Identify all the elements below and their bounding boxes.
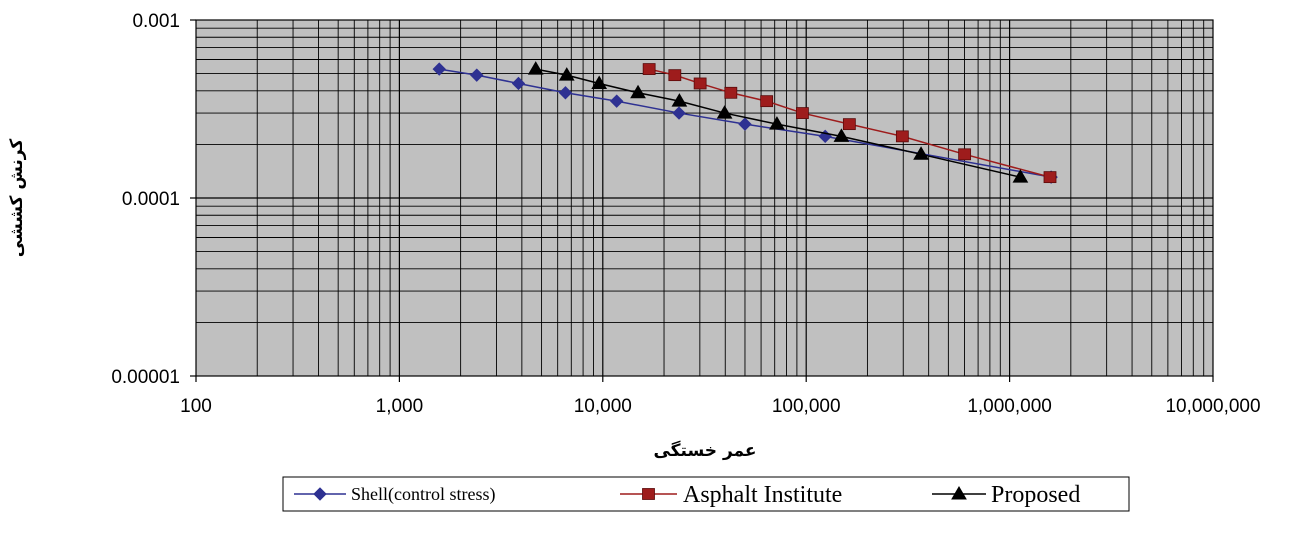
legend-item: Proposed	[932, 482, 1080, 508]
data-point-square	[668, 69, 682, 82]
x-axis-title: عمر خستگی	[653, 440, 756, 461]
data-point-triangle	[558, 67, 575, 81]
data-point-triangle	[1012, 169, 1029, 183]
data-point-triangle	[716, 105, 733, 119]
x-tick-label: 1,000,000	[967, 396, 1052, 417]
legend-label: Asphalt Institute	[683, 482, 842, 508]
series-group	[432, 61, 1058, 184]
data-point-diamond	[558, 86, 573, 100]
data-point-triangle	[671, 93, 688, 107]
x-tick-label: 1,000	[376, 396, 424, 417]
data-point-square	[895, 130, 909, 143]
data-point-square	[958, 148, 972, 161]
data-point-diamond	[432, 62, 446, 76]
data-point-triangle	[630, 84, 646, 99]
data-point-diamond	[470, 68, 484, 82]
legend-box	[282, 476, 1130, 512]
y-tick-label: 0.001	[132, 11, 180, 32]
data-point-triangle	[833, 128, 850, 142]
data-point-square	[642, 63, 656, 75]
legend-marker-diamond	[313, 487, 327, 501]
data-point-square	[693, 77, 707, 90]
data-point-triangle	[527, 61, 544, 75]
legend-label: Proposed	[991, 482, 1080, 508]
legend-marker-triangle	[951, 486, 967, 500]
series-line	[535, 68, 1021, 178]
legend-label: Shell(control stress)	[351, 484, 495, 505]
axes: 100 1,000 10,000 100,000 1,000,000 10,000,000…	[111, 11, 1260, 417]
data-point-diamond	[609, 94, 624, 108]
x-tick-label: 100	[180, 396, 212, 417]
legend-item: Shell(control stress)	[294, 484, 495, 505]
data-point-square	[842, 118, 856, 131]
data-point-square	[796, 107, 809, 119]
data-point-triangle	[769, 116, 785, 130]
series-line	[648, 68, 1051, 178]
data-point-diamond	[672, 106, 686, 120]
data-point-triangle	[913, 146, 929, 160]
legend-marker-square	[642, 488, 655, 500]
y-tick-label: 0.0001	[122, 189, 180, 210]
data-point-square	[1043, 171, 1057, 184]
series-1	[642, 63, 1057, 184]
legend: Shell(control stress) Asphalt Institute Pr…	[282, 476, 1130, 512]
data-point-triangle	[591, 75, 608, 89]
series-2	[527, 61, 1029, 183]
legend-item: Asphalt Institute	[620, 482, 842, 508]
y-tick-label: 0.00001	[111, 367, 180, 388]
data-point-square	[724, 86, 738, 99]
data-point-square	[760, 95, 774, 108]
x-tick-label: 10,000,000	[1165, 396, 1260, 417]
x-tick-label: 100,000	[772, 396, 841, 417]
x-tick-label: 10,000	[574, 396, 632, 417]
data-point-diamond	[511, 76, 526, 91]
data-point-diamond	[738, 117, 752, 131]
gridlines	[196, 20, 1213, 376]
y-axis-title: کرنش کششی	[7, 139, 27, 258]
